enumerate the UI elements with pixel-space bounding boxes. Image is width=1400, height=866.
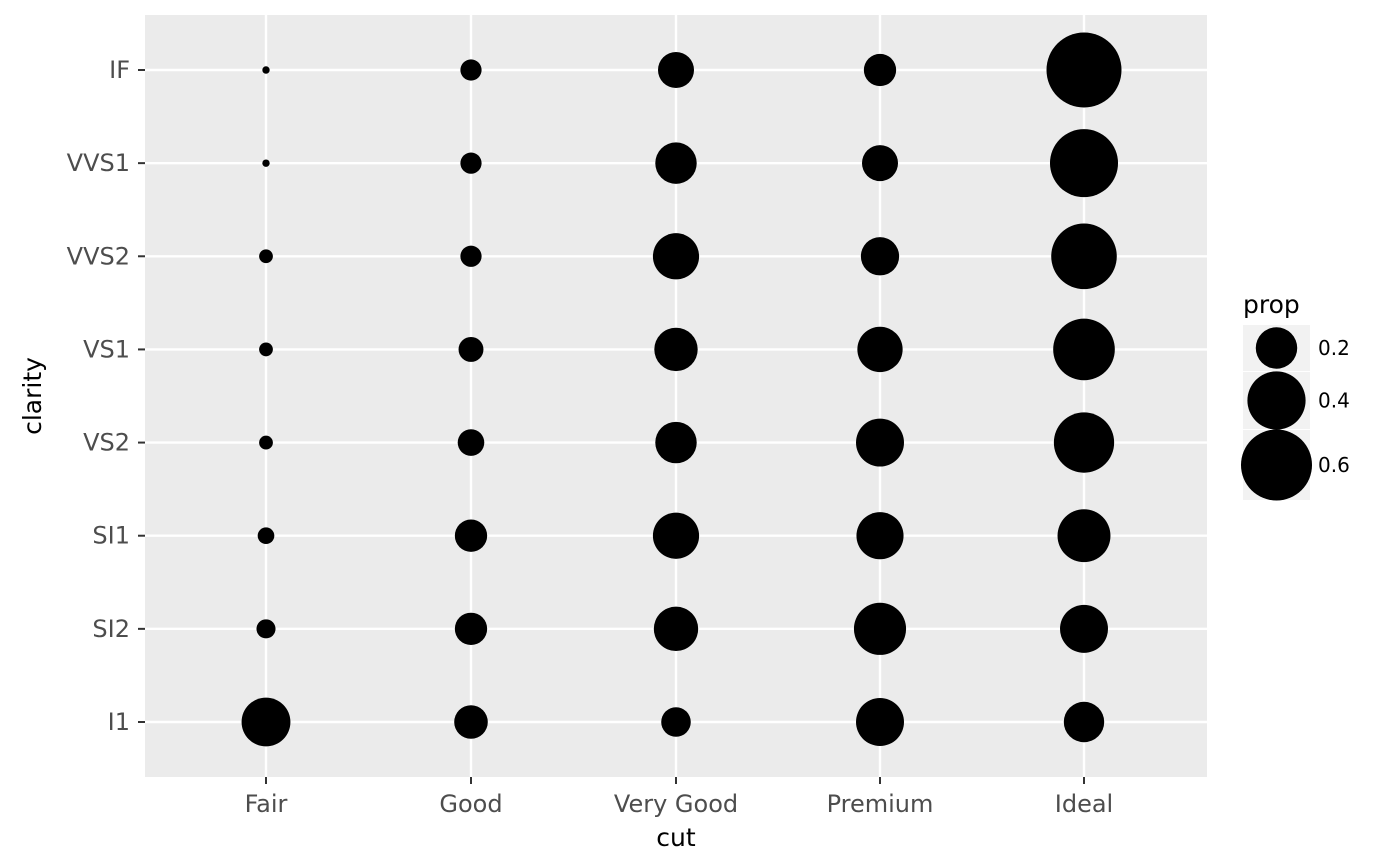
- data-point: [458, 336, 484, 362]
- data-point: [1051, 223, 1117, 290]
- data-point: [655, 421, 697, 464]
- y-tick-label: IF: [109, 56, 130, 84]
- data-point: [857, 326, 903, 373]
- y-tick-label: VVS1: [67, 149, 130, 177]
- data-point: [661, 707, 691, 737]
- data-point: [1053, 318, 1115, 381]
- data-point: [657, 51, 695, 89]
- x-tick-label: Premium: [827, 790, 934, 818]
- data-point: [652, 233, 700, 280]
- data-point: [653, 606, 699, 652]
- legend-entry-label: 0.2: [1318, 336, 1350, 360]
- data-point: [259, 435, 273, 450]
- data-point: [853, 602, 907, 655]
- data-point: [654, 327, 698, 372]
- data-point: [454, 519, 488, 552]
- data-point: [256, 619, 276, 639]
- data-point: [241, 697, 291, 747]
- y-axis-title: clarity: [18, 357, 47, 435]
- x-tick-label: Good: [439, 790, 502, 818]
- data-point: [460, 59, 482, 81]
- legend-key-point: [1255, 327, 1298, 369]
- data-point: [863, 53, 897, 87]
- data-point: [262, 159, 270, 167]
- data-point: [460, 152, 482, 174]
- data-point: [262, 66, 270, 74]
- x-tick-label: Fair: [245, 790, 288, 818]
- data-point: [856, 418, 904, 467]
- legend-entry-label: 0.4: [1318, 389, 1350, 413]
- data-point: [454, 612, 488, 646]
- data-point: [257, 527, 275, 545]
- data-point: [655, 142, 697, 184]
- axes: Fair Good Very Good Premium Ideal I1 SI2 SI1 VS2…: [67, 56, 1114, 818]
- data-point: [457, 429, 485, 456]
- data-point: [460, 245, 482, 267]
- data-point: [1049, 129, 1119, 198]
- x-axis-title: cut: [656, 823, 696, 852]
- data-points: [241, 32, 1122, 747]
- y-tick-label: SI2: [92, 615, 130, 643]
- legend: prop 0.2 0.4 0.6: [1240, 290, 1350, 501]
- data-point: [259, 342, 273, 357]
- y-tick-label: SI1: [92, 522, 130, 550]
- data-point: [259, 249, 273, 264]
- legend-key-point: [1240, 429, 1313, 501]
- data-point: [1053, 412, 1115, 473]
- data-point: [454, 705, 488, 739]
- x-tick-label: Very Good: [614, 790, 738, 818]
- data-point: [1057, 509, 1111, 563]
- data-point: [856, 512, 904, 560]
- y-tick-label: I1: [108, 708, 130, 736]
- legend-key-point: [1247, 371, 1306, 430]
- data-point: [652, 512, 700, 559]
- data-point: [860, 237, 900, 276]
- data-point: [1060, 604, 1108, 653]
- y-tick-label: VS2: [83, 429, 130, 457]
- data-point: [1046, 32, 1122, 108]
- y-tick-label: VS1: [83, 335, 130, 363]
- data-point: [861, 145, 899, 182]
- x-tick-label: Ideal: [1055, 790, 1113, 818]
- data-point: [856, 698, 904, 746]
- data-point: [1063, 701, 1105, 743]
- legend-entry-label: 0.6: [1318, 453, 1350, 477]
- y-tick-label: VVS2: [67, 242, 130, 270]
- legend-title: prop: [1243, 290, 1300, 319]
